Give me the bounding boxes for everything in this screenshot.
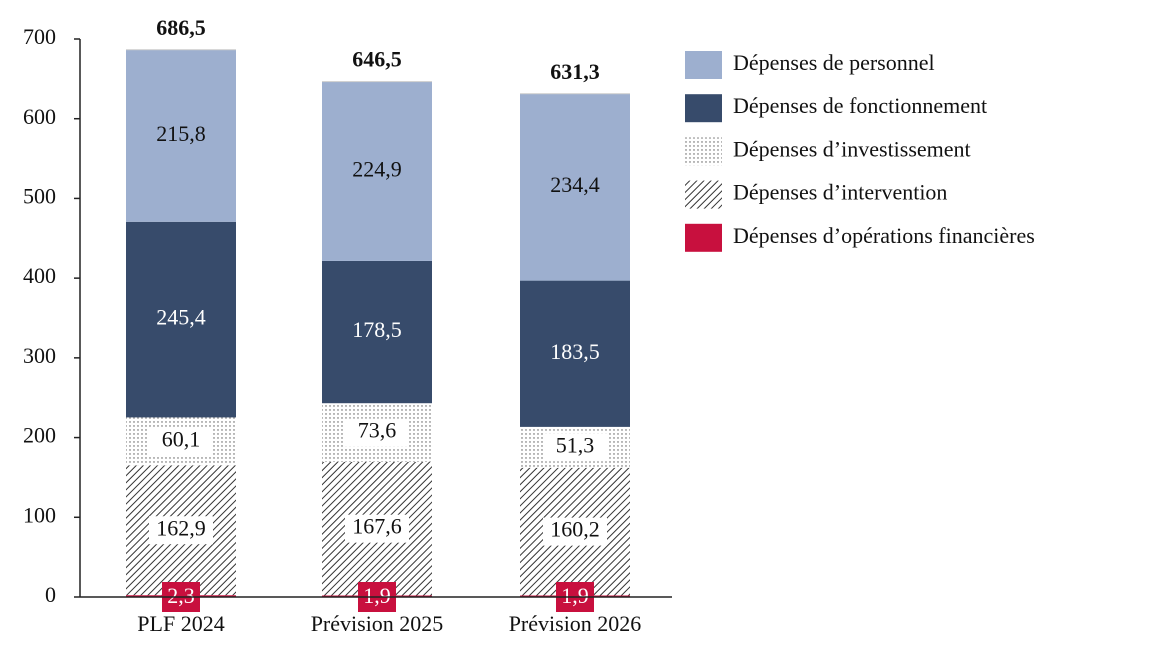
data-label: 1,9 xyxy=(363,583,391,608)
legend-swatch xyxy=(685,94,722,123)
x-tick-label: PLF 2024 xyxy=(137,611,224,636)
data-label: 215,8 xyxy=(156,121,206,146)
label-bg xyxy=(543,433,607,462)
data-label: 160,2 xyxy=(550,517,600,542)
legend-label: Dépenses de fonctionnement xyxy=(733,93,987,118)
total-label: 631,3 xyxy=(550,59,600,84)
bar-segment xyxy=(520,280,630,427)
total-label: 646,5 xyxy=(352,47,402,72)
legend-swatch xyxy=(685,223,722,252)
label-bg xyxy=(149,427,213,456)
label-bg xyxy=(543,517,607,546)
legend-swatch xyxy=(685,180,722,209)
y-tick-label: 100 xyxy=(23,502,56,527)
y-tick-label: 400 xyxy=(23,263,56,288)
legend-label: Dépenses d’intervention xyxy=(733,180,947,205)
label-bg xyxy=(345,514,409,543)
x-tick-label: Prévision 2026 xyxy=(509,611,642,636)
bar-segment xyxy=(520,93,630,281)
bar-segment xyxy=(126,49,236,222)
data-label: 162,9 xyxy=(156,515,206,540)
x-tick-label: Prévision 2025 xyxy=(311,611,444,636)
label-bg xyxy=(149,516,213,545)
legend-label: Dépenses d’investissement xyxy=(733,136,971,161)
data-label: 60,1 xyxy=(162,426,201,451)
data-label: 1,9 xyxy=(561,583,589,608)
data-label: 51,3 xyxy=(556,432,595,457)
data-label: 234,4 xyxy=(550,172,600,197)
total-label: 686,5 xyxy=(156,15,206,40)
y-tick-label: 200 xyxy=(23,423,56,448)
legend-swatch xyxy=(685,137,722,166)
legend-swatch xyxy=(685,51,722,79)
legend-label: Dépenses de personnel xyxy=(733,50,935,75)
y-tick-label: 700 xyxy=(23,24,56,49)
y-tick-label: 600 xyxy=(23,104,56,129)
data-label: 245,4 xyxy=(156,305,206,330)
data-label: 167,6 xyxy=(352,514,402,539)
data-label: 224,9 xyxy=(352,156,402,181)
bar-segment xyxy=(322,81,432,261)
y-tick-label: 0 xyxy=(45,582,56,607)
bar-segment xyxy=(126,221,236,418)
legend-label: Dépenses d’opérations financières xyxy=(733,223,1035,248)
data-label: 73,6 xyxy=(358,418,397,443)
label-bg xyxy=(345,418,409,447)
y-tick-label: 500 xyxy=(23,183,56,208)
data-label: 183,5 xyxy=(550,339,600,364)
bar-segment xyxy=(322,260,432,404)
data-label: 178,5 xyxy=(352,317,402,342)
y-tick-label: 300 xyxy=(23,343,56,368)
data-label: 2,3 xyxy=(167,583,195,608)
